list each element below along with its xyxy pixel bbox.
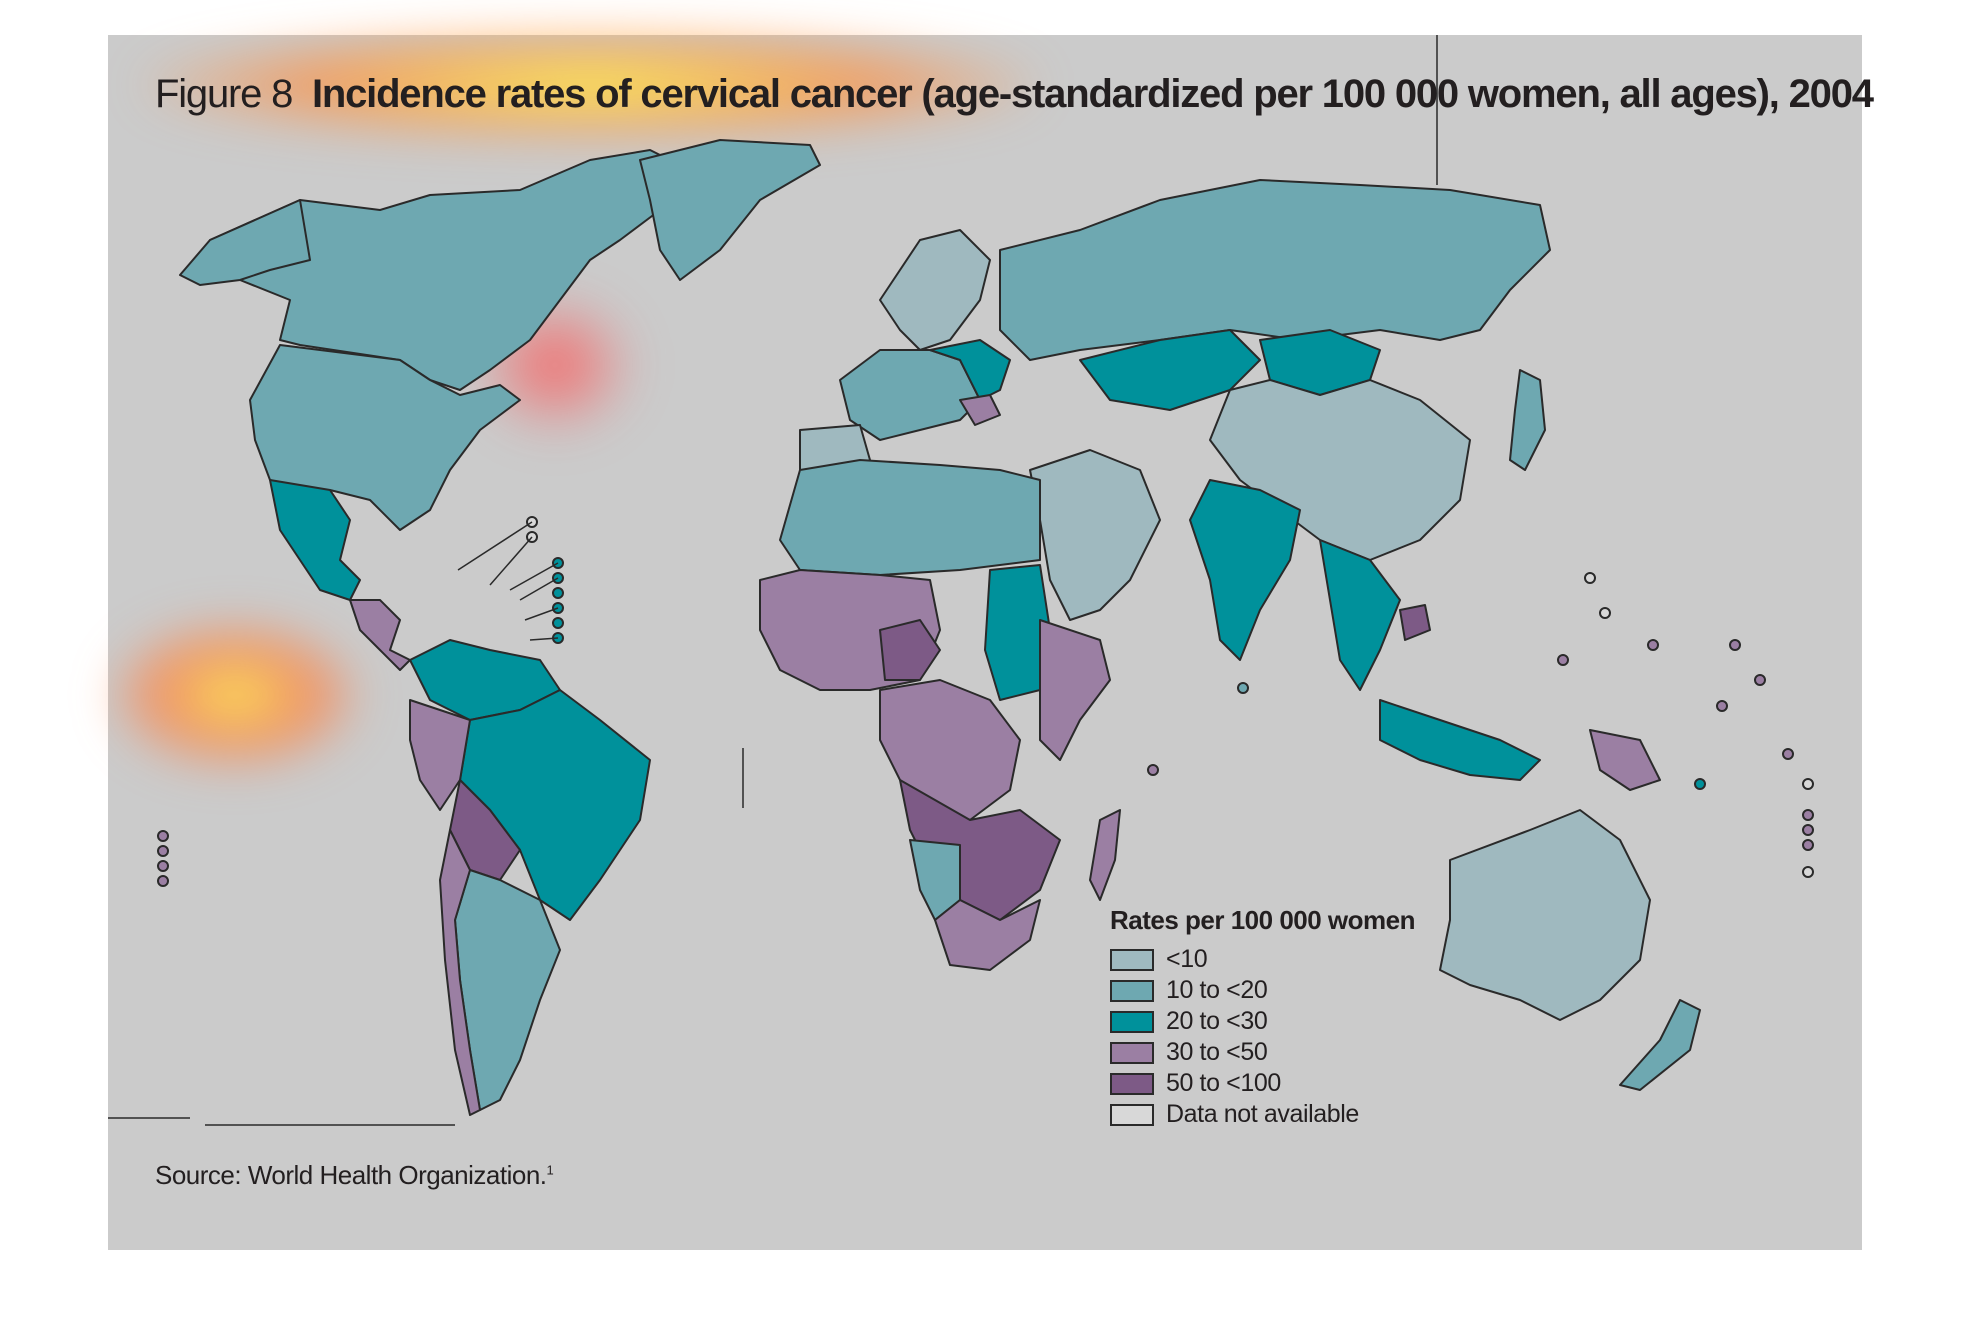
region-scandinavia	[879, 229, 991, 351]
country-india	[1189, 479, 1301, 661]
legend-item: 30 to <50	[1110, 1037, 1415, 1068]
island-marker	[1557, 654, 1569, 666]
legend-swatch	[1110, 979, 1154, 1002]
country-png	[1589, 729, 1661, 791]
island-marker	[1716, 700, 1728, 712]
country-romania	[959, 394, 1001, 426]
figure-title-text: Incidence rates of cervical cancer (age-…	[311, 72, 1874, 116]
island-marker	[1237, 682, 1249, 694]
country-russia	[999, 179, 1551, 361]
legend-swatch	[1110, 1041, 1154, 1064]
country-alaska	[179, 199, 311, 286]
island-marker	[552, 617, 564, 629]
leader-line	[519, 577, 559, 601]
island-marker	[1147, 764, 1159, 776]
island-marker	[157, 860, 169, 872]
country-usa	[249, 344, 521, 531]
leader-line	[489, 536, 533, 586]
island-marker	[1647, 639, 1659, 651]
country-mexico	[269, 479, 361, 601]
country-china	[1209, 379, 1471, 561]
island-marker	[1694, 778, 1706, 790]
country-chile	[439, 829, 481, 1116]
island-marker	[1754, 674, 1766, 686]
country-australia	[1439, 809, 1651, 1021]
leader-line	[509, 562, 559, 591]
leader-line	[524, 607, 559, 621]
island-marker	[1802, 778, 1814, 790]
region-central-america	[349, 599, 411, 671]
leader-line	[529, 637, 559, 641]
country-cambodia	[1399, 604, 1431, 641]
island-marker	[157, 875, 169, 887]
legend-swatch	[1110, 1103, 1154, 1126]
island-marker	[552, 587, 564, 599]
island-marker	[1782, 748, 1794, 760]
figure-label: Figure 8	[155, 72, 293, 116]
legend-title: Rates per 100 000 women	[1110, 905, 1416, 935]
legend-label: Data not available	[1166, 1100, 1359, 1128]
legend-item: <10	[1110, 944, 1415, 975]
island-marker	[1584, 572, 1596, 584]
legend-label: 50 to <100	[1166, 1069, 1281, 1097]
region-middle-east	[1029, 449, 1161, 621]
legend-label: 20 to <30	[1166, 1007, 1268, 1035]
island-marker	[1802, 809, 1814, 821]
country-canada	[209, 149, 701, 391]
country-greenland	[639, 139, 821, 281]
island-marker	[157, 845, 169, 857]
region-southeast-asia	[1319, 539, 1401, 691]
country-kazakhstan	[1079, 329, 1261, 411]
legend-item: Data not available	[1110, 1099, 1415, 1130]
country-madagascar	[1089, 809, 1121, 901]
island-marker	[1729, 639, 1741, 651]
country-new-zealand	[1619, 999, 1701, 1091]
legend-swatch	[1110, 1010, 1154, 1033]
source-text: Source: World Health Organization.	[155, 1160, 547, 1190]
legend-swatch	[1110, 1072, 1154, 1095]
legend-item: 10 to <20	[1110, 975, 1415, 1006]
source-note: Source: World Health Organization.1	[155, 1160, 554, 1191]
island-marker	[1802, 866, 1814, 878]
island-marker	[1802, 839, 1814, 851]
country-peru	[409, 699, 471, 811]
legend: Rates per 100 000 women <10 10 to <20 20…	[1110, 905, 1416, 1130]
country-nigeria	[879, 619, 941, 681]
legend-item: 20 to <30	[1110, 1006, 1415, 1037]
legend-label: 10 to <20	[1166, 976, 1268, 1004]
region-central-africa	[879, 679, 1021, 821]
source-footnote: 1	[546, 1162, 554, 1178]
region-eastern-europe	[929, 339, 1011, 401]
island-marker	[1599, 607, 1611, 619]
region-north-africa	[779, 459, 1041, 576]
legend-item: 50 to <100	[1110, 1068, 1415, 1099]
country-south-africa	[934, 899, 1041, 971]
legend-label: 30 to <50	[1166, 1038, 1268, 1066]
island-marker	[157, 830, 169, 842]
country-japan	[1509, 369, 1546, 471]
country-indonesia	[1379, 699, 1541, 781]
figure-title: Figure 8 Incidence rates of cervical can…	[155, 72, 1874, 117]
legend-swatch	[1110, 948, 1154, 971]
legend-label: <10	[1166, 945, 1208, 973]
region-east-africa	[1039, 619, 1111, 761]
leader-line	[457, 521, 533, 571]
island-marker	[1802, 824, 1814, 836]
